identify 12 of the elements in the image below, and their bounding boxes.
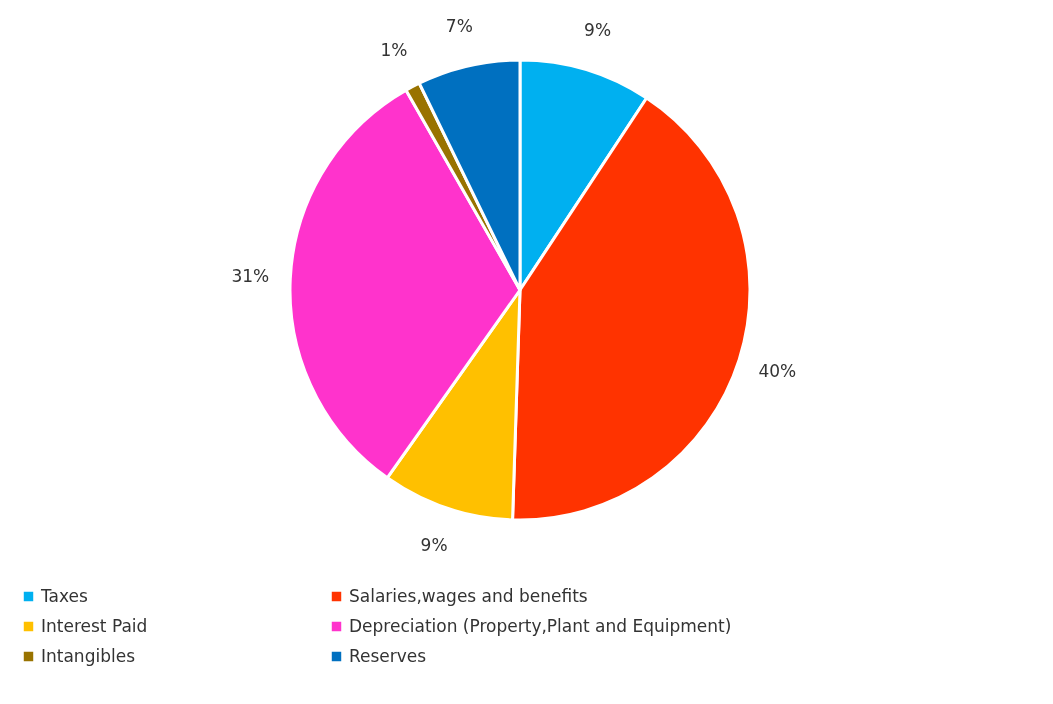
- data-label: 9%: [420, 534, 448, 555]
- legend-label: Interest Paid: [41, 615, 148, 636]
- legend-label: Intangibles: [41, 645, 136, 666]
- legend-label: Salaries,wages and benefits: [349, 585, 588, 606]
- legend-label: Depreciation (Property,Plant and Equipment): [349, 615, 732, 636]
- data-label: 1%: [380, 40, 408, 61]
- data-label: 40%: [758, 360, 797, 381]
- data-label: 9%: [584, 20, 612, 41]
- legend-label: Taxes: [40, 585, 88, 606]
- data-label: 7%: [445, 15, 473, 36]
- legend-label: Reserves: [349, 645, 427, 666]
- data-label: 31%: [231, 265, 270, 286]
